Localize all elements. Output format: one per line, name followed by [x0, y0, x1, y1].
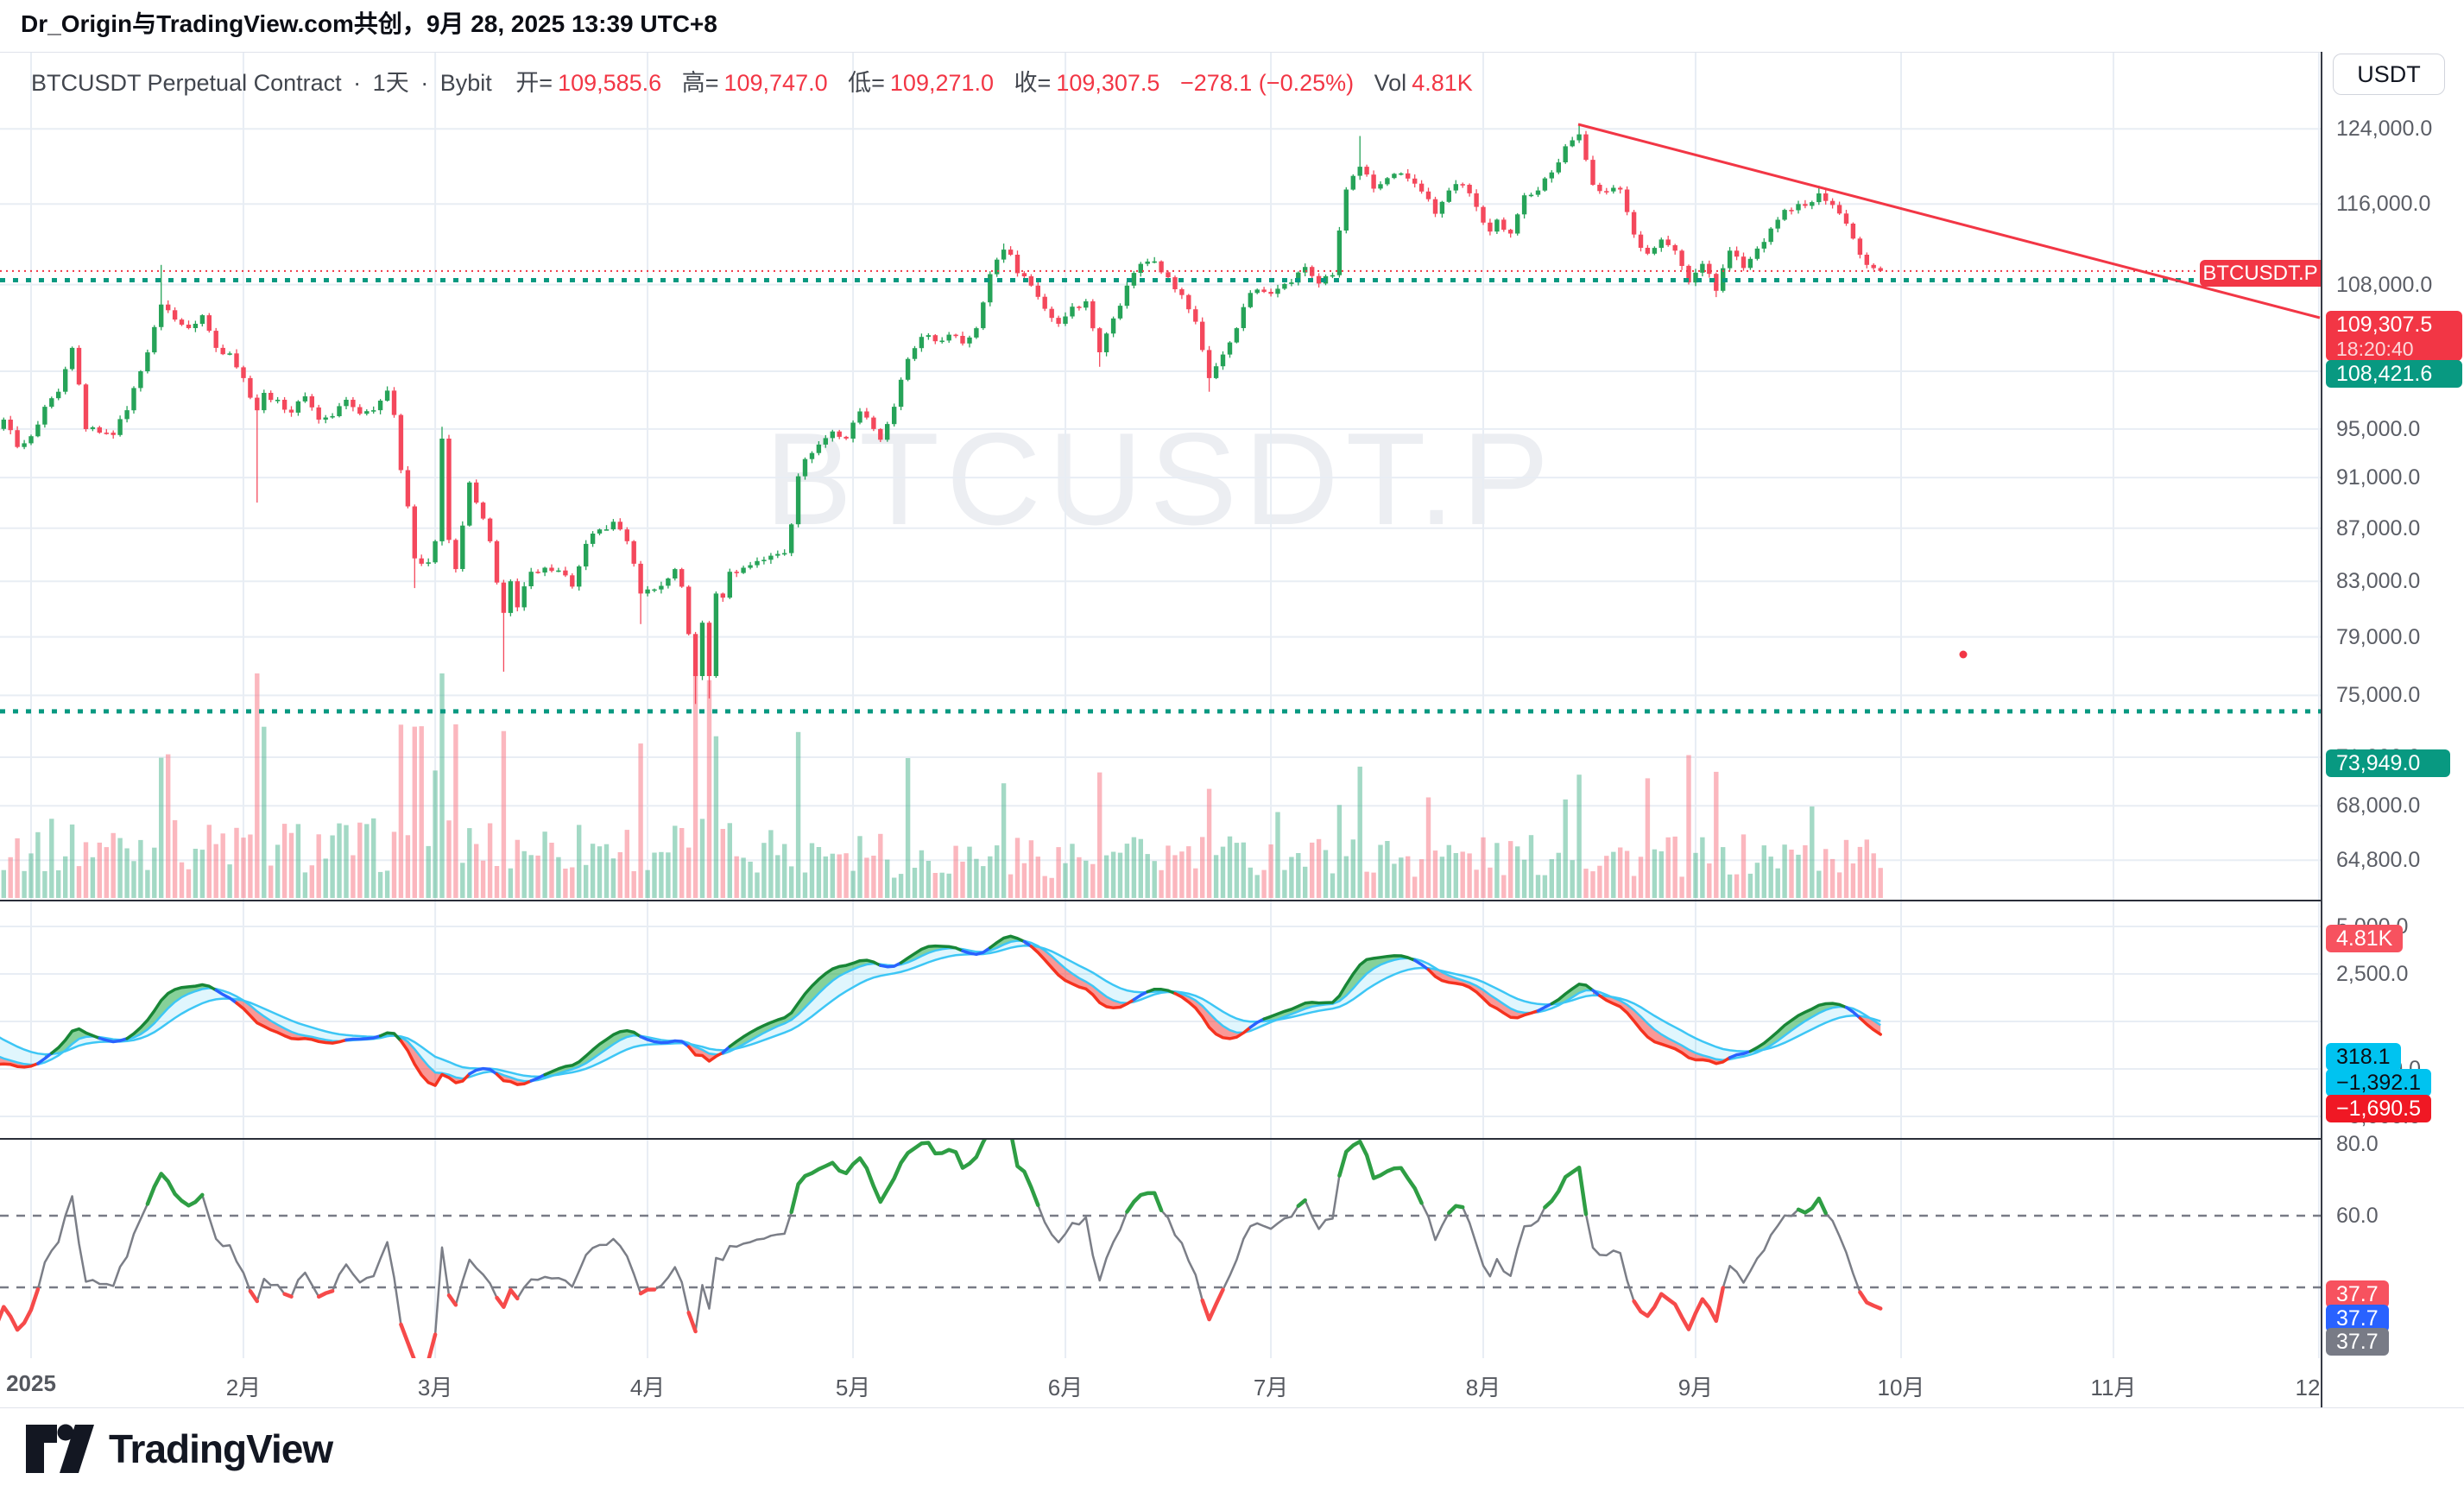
- time-tick: 4月: [629, 1375, 666, 1400]
- legend-close-value: 109,307.5: [1056, 70, 1160, 96]
- macd-tick: 2,500.0: [2336, 962, 2409, 986]
- macd-band-upper-label: 318.1: [2326, 1043, 2401, 1071]
- time-tick: 10月: [1877, 1375, 1925, 1400]
- pane-separator-1[interactable]: [0, 900, 2464, 901]
- time-tick: 8月: [1465, 1375, 1501, 1400]
- hline-price-label: 108,421.6: [2326, 360, 2462, 388]
- legend-change: −278.1 (−0.25%): [1179, 70, 1355, 96]
- symbol-price-tag: BTCUSDT.P: [2200, 260, 2321, 287]
- chart-legend[interactable]: BTCUSDT Perpetual Contract · 1天 · Bybit …: [31, 64, 1487, 98]
- time-tick: 3月: [417, 1375, 453, 1400]
- currency-button[interactable]: USDT: [2333, 54, 2445, 95]
- time-tick: 9月: [1677, 1375, 1714, 1400]
- price-tick: 75,000.0: [2336, 683, 2421, 708]
- legend-high-label: 高=: [681, 70, 719, 96]
- legend-exchange[interactable]: Bybit: [439, 70, 492, 96]
- tradingview-logo-text: TradingView: [109, 1426, 333, 1471]
- volume-value-label: 4.81K: [2326, 925, 2404, 952]
- legend-sep: ·: [353, 70, 362, 96]
- time-axis[interactable]: 2025 2月 3月 4月 5月 6月 7月 8月 9月 10月 11月 12月: [0, 1358, 2321, 1407]
- tradingview-logo[interactable]: TradingView: [26, 1424, 333, 1474]
- drawings-layer[interactable]: [0, 123, 2321, 714]
- candles-layer: [1, 124, 1883, 705]
- time-tick: 6月: [1047, 1375, 1084, 1400]
- legend-close-label: 收=: [1014, 70, 1052, 96]
- hline2-price-label: 73,949.0: [2326, 749, 2450, 777]
- price-tick: 116,000.0: [2336, 192, 2431, 217]
- price-tick: 124,000.0: [2336, 117, 2433, 142]
- price-tick: 83,000.0: [2336, 569, 2421, 594]
- rsi-tick: 80.0: [2336, 1132, 2379, 1156]
- price-axis[interactable]: USDT 124,000.0116,000.0108,000.0100,000.…: [2321, 52, 2464, 1407]
- macd-layer: [0, 934, 1882, 1087]
- grid-layer: [0, 52, 2321, 1358]
- tradingview-logo-icon: [26, 1424, 94, 1473]
- price-tick: 64,800.0: [2336, 848, 2421, 873]
- legend-low-value: 109,271.0: [889, 70, 995, 96]
- price-tick: 87,000.0: [2336, 515, 2421, 541]
- legend-vol-label: Vol: [1374, 70, 1407, 96]
- price-tick: 91,000.0: [2336, 465, 2421, 490]
- price-tick: 108,000.0: [2336, 272, 2433, 297]
- current-price-label: 109,307.5 18:20:40: [2326, 311, 2462, 361]
- time-tick: 5月: [835, 1375, 871, 1400]
- rsi-label-1: 37.7: [2326, 1280, 2389, 1308]
- time-tick: 2025: [6, 1370, 56, 1396]
- pane-separator-2[interactable]: [0, 1138, 2464, 1140]
- macd-main-label: −1,690.5: [2326, 1095, 2432, 1122]
- legend-low-label: 低=: [848, 70, 885, 96]
- legend-symbol[interactable]: BTCUSDT Perpetual Contract: [31, 70, 342, 96]
- time-tick: 11月: [2090, 1375, 2137, 1400]
- page-title: Dr_Origin与TradingView.com共创，9月 28, 2025 …: [21, 10, 717, 37]
- time-tick: 7月: [1253, 1375, 1289, 1400]
- price-tick: 68,000.0: [2336, 793, 2421, 819]
- rsi-tick: 60.0: [2336, 1204, 2379, 1228]
- legend-interval[interactable]: 1天: [372, 70, 409, 96]
- price-tick: 95,000.0: [2336, 416, 2421, 441]
- chart-canvas[interactable]: [0, 0, 2321, 1511]
- time-tick: 2月: [225, 1375, 262, 1400]
- rsi-label-2: 37.7: [2326, 1305, 2389, 1332]
- macd-band-lower-label: −1,392.1: [2326, 1069, 2432, 1097]
- chart-top-border: [0, 52, 2464, 53]
- time-tick: 12月: [2295, 1375, 2321, 1400]
- volume-layer: [1, 673, 1883, 898]
- legend-sep: ·: [420, 70, 429, 96]
- legend-vol-value: 4.81K: [1412, 70, 1473, 96]
- rsi-layer: [0, 1138, 2321, 1358]
- rsi-label-3: 37.7: [2326, 1328, 2389, 1356]
- legend-open-value: 109,585.6: [558, 70, 662, 96]
- footer-border: [0, 1407, 2464, 1408]
- legend-open-label: 开=: [515, 70, 553, 96]
- legend-high-value: 109,747.0: [723, 70, 828, 96]
- footer: TradingView: [0, 1408, 2464, 1511]
- price-tick: 79,000.0: [2336, 624, 2421, 649]
